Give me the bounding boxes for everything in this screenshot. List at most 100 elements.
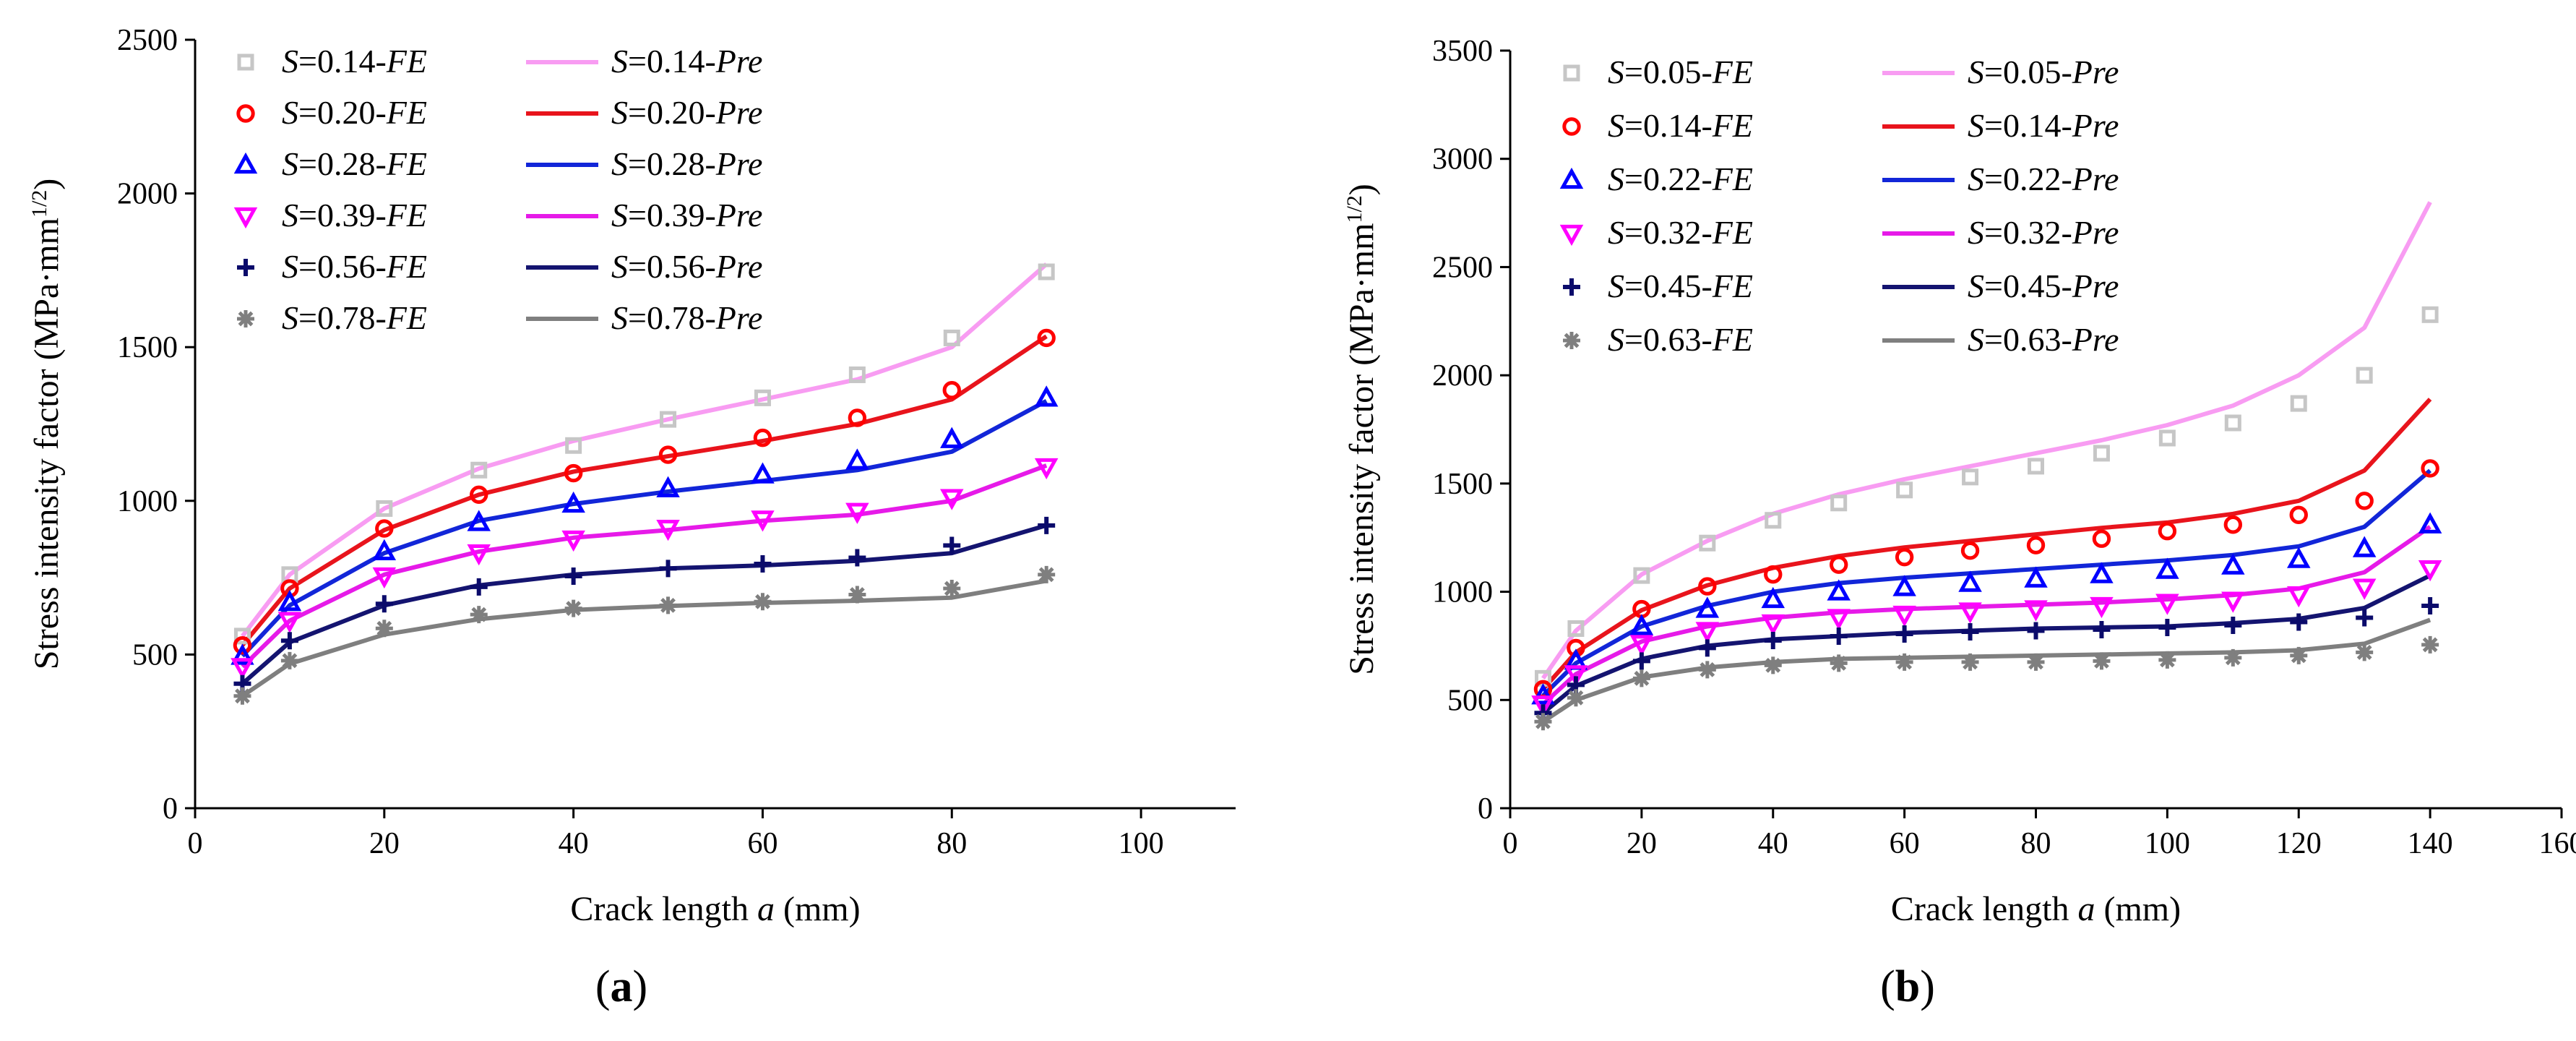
data-point-0.63-FE: [1567, 689, 1585, 707]
panel-label: (b): [1880, 962, 1935, 1011]
legend-s-value: =0.20-: [628, 94, 716, 131]
legend-marker-0.05-FE: [1563, 64, 1580, 82]
legend-s-symbol: S: [611, 94, 628, 131]
legend-label-pre: S=0.39-Pre: [611, 197, 762, 234]
data-point-0.05-FE: [2356, 367, 2373, 384]
series-markers-0.28-FE: [231, 385, 1059, 665]
legend-s-value: =0.56-: [298, 248, 387, 285]
series-markers-0.20-FE: [233, 328, 1056, 655]
legend-s-symbol: S: [282, 299, 298, 336]
data-point-0.63-FE: [2421, 635, 2439, 654]
legend-s-symbol: S: [1608, 214, 1624, 251]
y-axis-title-sup: 1/2: [27, 190, 51, 218]
legend-s-symbol: S: [1968, 53, 1984, 90]
y-tick-label: 1000: [117, 485, 178, 518]
data-point-0.32-FE: [1629, 635, 1654, 656]
data-point-0.05-FE: [1765, 512, 1782, 529]
data-point-0.39-FE: [940, 489, 964, 510]
series-line-0.56-Pre: [241, 523, 1048, 686]
legend-s-symbol: S: [282, 43, 298, 80]
data-point-0.05-FE: [1567, 620, 1585, 637]
series-line-0.39-Pre: [241, 463, 1048, 669]
data-point-0.14-FE: [2355, 492, 2374, 510]
data-point-0.14-FE: [1698, 577, 1717, 596]
data-point-0.22-FE: [1958, 570, 1982, 592]
data-point-0.20-FE: [564, 463, 583, 483]
x-tick-label: 100: [1119, 827, 1164, 860]
data-point-0.78-FE: [848, 586, 866, 604]
legend-s-value: =0.14-: [298, 43, 387, 80]
data-point-0.14-FE: [2158, 522, 2177, 541]
data-point-0.56-FE: [564, 567, 582, 585]
legend-s-symbol: S: [1608, 53, 1624, 90]
data-point-0.20-FE: [658, 445, 678, 464]
legend-s-value: =0.45-: [1984, 267, 2072, 304]
y-tick-label: 2000: [117, 178, 178, 211]
data-point-0.14-FE: [660, 411, 677, 428]
data-point-0.63-FE: [1632, 669, 1650, 687]
y-tick-label: 2500: [117, 24, 178, 57]
data-point-0.14-FE: [754, 389, 771, 406]
data-point-0.56-FE: [280, 632, 298, 650]
legend-marker-0.39-FE: [233, 207, 258, 229]
data-point-0.05-FE: [1699, 534, 1716, 552]
data-point-0.32-FE: [1531, 695, 1555, 717]
data-point-0.39-FE: [372, 567, 397, 589]
x-tick-label: 0: [188, 827, 203, 860]
series-line-0.14-Pre: [241, 262, 1048, 638]
data-point-0.56-FE: [943, 536, 961, 554]
legend-marker-0.78-FE: [237, 310, 254, 327]
legend-s-symbol: S: [611, 145, 628, 182]
data-point-0.05-FE: [1896, 481, 1913, 499]
x-axis-title: Crack length a (mm): [570, 890, 860, 928]
data-point-0.32-FE: [2352, 578, 2377, 600]
data-point-0.20-FE: [1037, 328, 1056, 348]
legend-pre-tag: Pre: [715, 197, 763, 234]
series-markers-0.39-FE: [231, 458, 1059, 680]
legend-fe-tag: FE: [386, 197, 427, 234]
data-point-0.56-FE: [754, 554, 772, 573]
data-point-0.14-FE: [1960, 541, 1980, 560]
data-point-0.05-FE: [1830, 494, 1848, 512]
data-point-0.14-FE: [943, 329, 960, 346]
y-axis-title-main: Stress intensity factor (MPa·mm: [1343, 223, 1381, 675]
x-axis-title-var: a: [757, 890, 775, 928]
y-tick-label: 1500: [1432, 468, 1493, 501]
legend-label-pre: S=0.32-Pre: [1968, 214, 2119, 251]
legend-s-value: =0.78-: [298, 299, 387, 336]
data-point-0.63-FE: [1534, 713, 1552, 731]
legend-fe-tag: FE: [1712, 267, 1753, 304]
data-point-0.45-FE: [1698, 639, 1716, 657]
y-tick-label: 500: [1447, 684, 1493, 717]
legend-s-value: =0.78-: [628, 299, 716, 336]
y-tick-label: 0: [163, 792, 178, 826]
legend-s-symbol: S: [611, 299, 628, 336]
panel-label-open: (: [595, 962, 611, 1011]
data-point-0.28-FE: [940, 427, 964, 448]
data-point-0.28-FE: [845, 448, 869, 470]
legend-marker-0.63-FE: [1563, 332, 1580, 349]
data-point-0.14-FE: [2289, 505, 2308, 524]
legend-s-symbol: S: [1968, 214, 1984, 251]
legend-s-symbol: S: [611, 248, 628, 285]
data-point-0.45-FE: [2027, 622, 2045, 640]
legend-label-fe: S=0.39-FE: [282, 197, 427, 234]
data-point-0.22-FE: [2155, 557, 2179, 579]
legend-s-value: =0.14-: [1984, 107, 2072, 144]
data-point-0.14-FE: [376, 500, 393, 517]
data-point-0.56-FE: [659, 560, 677, 578]
x-tick-label: 80: [2021, 827, 2051, 860]
data-point-0.05-FE: [1962, 468, 1979, 486]
legend-s-value: =0.28-: [298, 145, 387, 182]
legend-marker-0.20-FE: [236, 104, 255, 123]
data-point-0.14-FE: [1895, 547, 1914, 567]
series-line-0.78-Pre: [241, 578, 1047, 698]
series-markers-0.45-FE: [1534, 597, 2439, 722]
legend-s-symbol: S: [1608, 160, 1624, 197]
data-point-0.45-FE: [2224, 616, 2242, 634]
y-axis-title: Stress intensity factor (MPa·mm1/2): [27, 179, 66, 670]
legend-label-pre: S=0.22-Pre: [1968, 160, 2119, 197]
legend-s-value: =0.39-: [628, 197, 716, 234]
